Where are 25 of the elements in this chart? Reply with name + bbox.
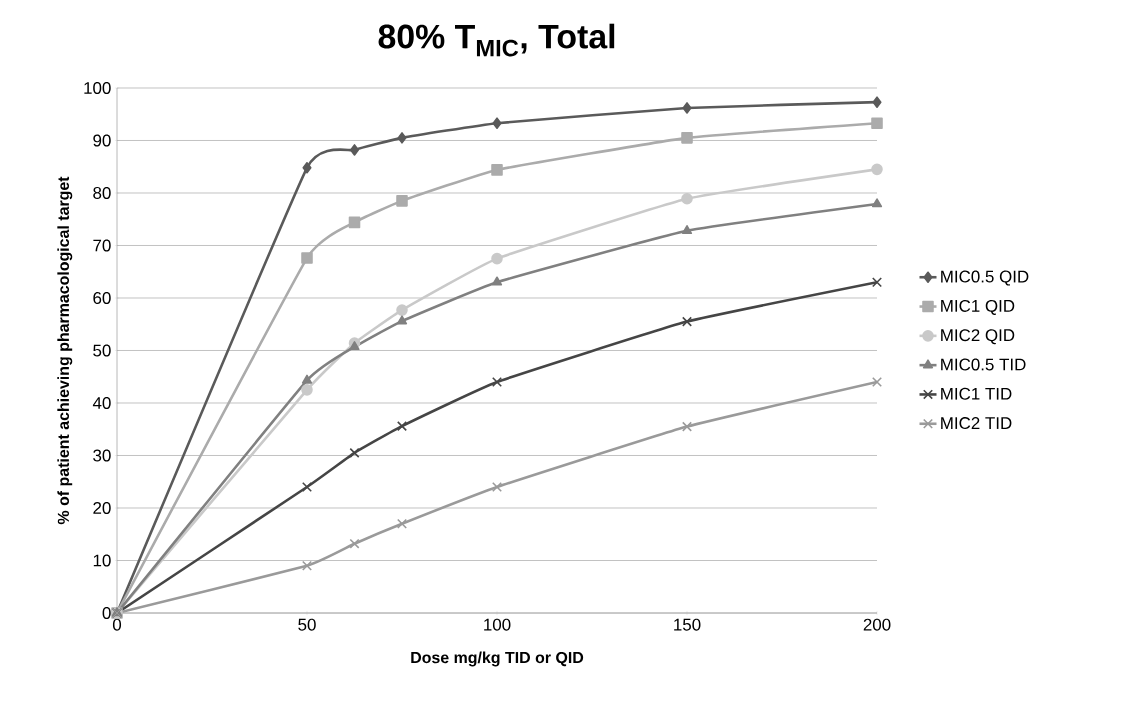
x-tick-label: 150 <box>674 618 701 631</box>
y-tick-label: 90 <box>93 134 111 147</box>
y-tick-label: 10 <box>93 554 111 567</box>
y-axis-title: % of patient achieving pharmacological target <box>57 176 73 525</box>
legend-label: MIC0.5 TID <box>941 358 1026 371</box>
y-tick-label: 70 <box>93 239 111 252</box>
legend-label: MIC1 TID <box>941 387 1012 400</box>
y-tick-label: 60 <box>93 292 111 304</box>
legend-label: MIC2 QID <box>941 329 1015 345</box>
y-tick-label: 0 <box>102 607 111 619</box>
y-tick-label: 50 <box>93 344 111 357</box>
legend-label: MIC1 QID <box>941 299 1015 315</box>
y-tick-label: 40 <box>92 397 111 409</box>
x-tick-label: 100 <box>484 618 511 631</box>
legend-label: MIC2 TID <box>941 417 1012 430</box>
y-tick-label: 30 <box>93 449 111 462</box>
x-tick-label: 0 <box>112 618 122 631</box>
y-tick-label: 80 <box>93 187 111 199</box>
x-tick-label: 50 <box>298 618 316 631</box>
y-tick-label: 100 <box>84 81 111 94</box>
y-tick-label: 20 <box>93 502 111 514</box>
x-tick-label: 200 <box>863 618 891 631</box>
legend-label: MIC0.5 QID <box>941 270 1029 286</box>
x-axis-title: Dose mg/kg TID or QID <box>411 651 584 667</box>
chart-title: 80% T$_{MIC}$, Total <box>378 23 615 57</box>
